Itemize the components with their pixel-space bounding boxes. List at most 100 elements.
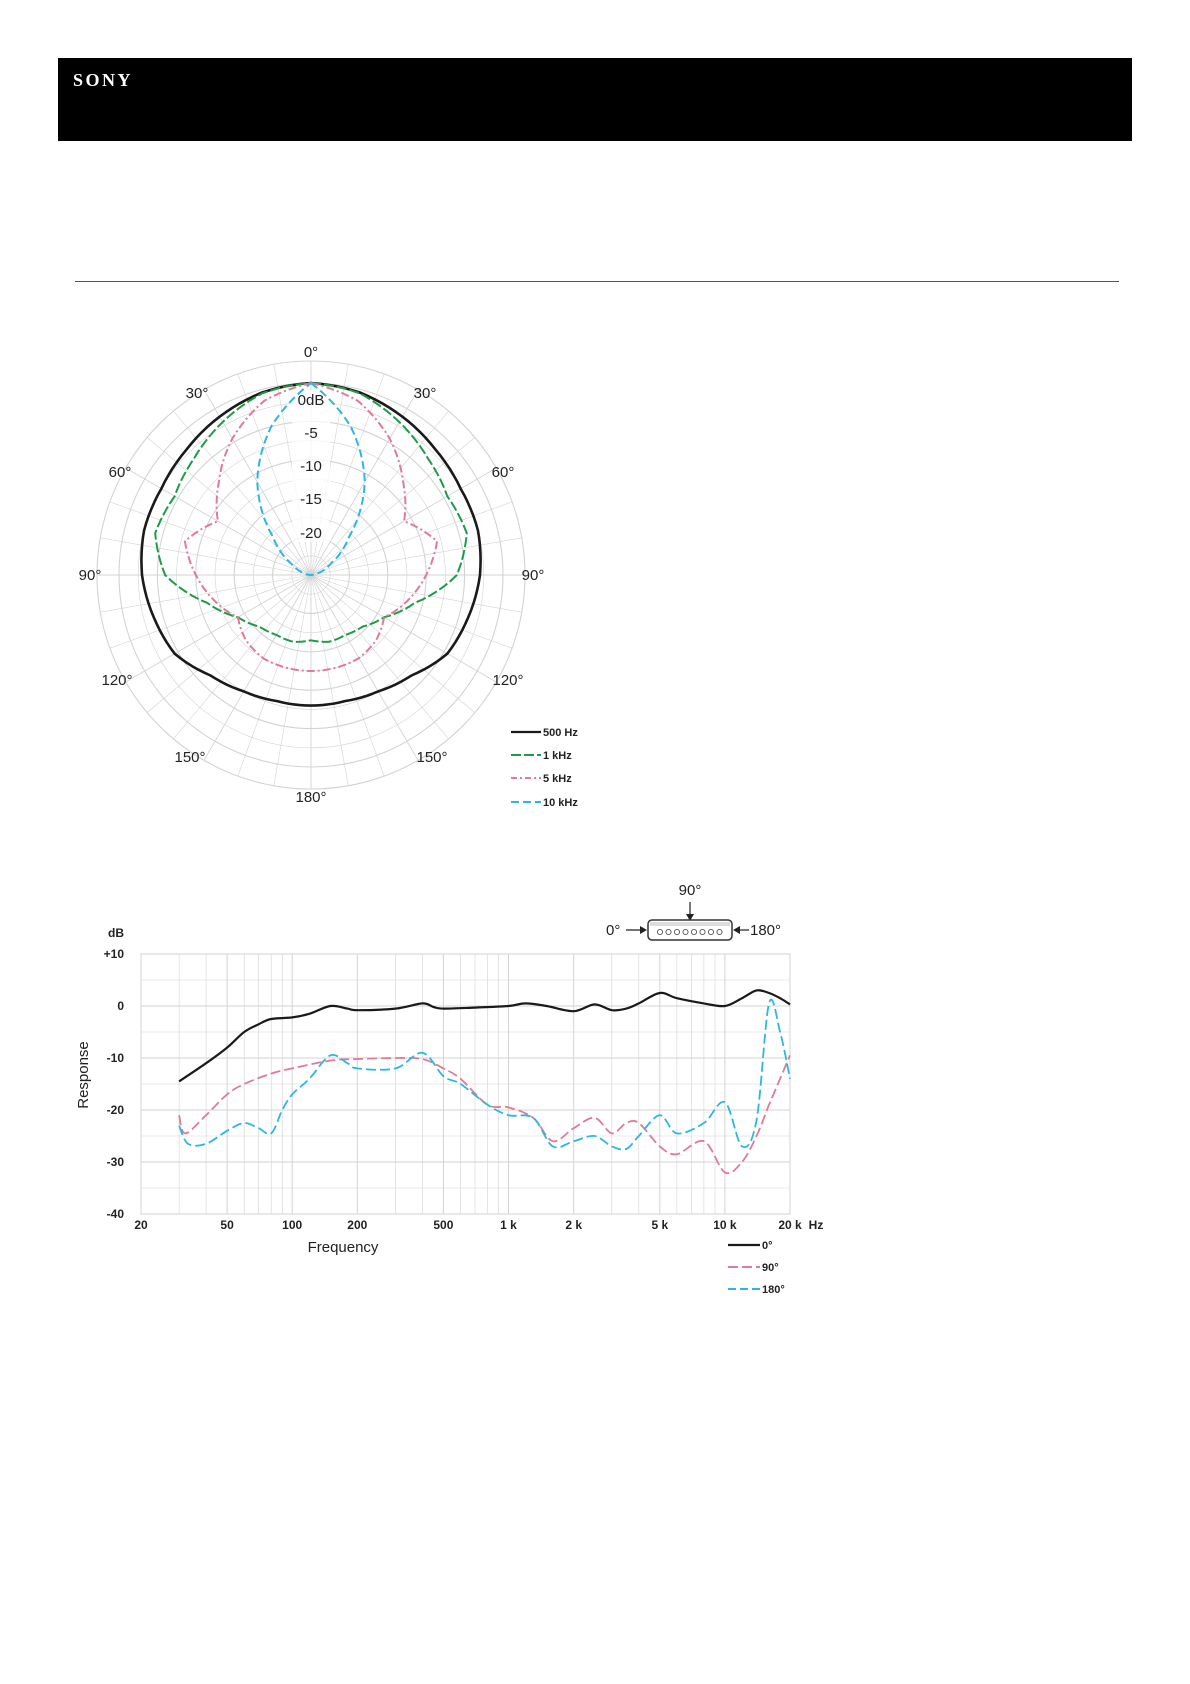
frequency-series <box>178 989 791 1175</box>
y-tick-label: -10 <box>107 1051 125 1065</box>
x-tick-label: 20 k <box>778 1218 802 1232</box>
polar-spoke <box>109 574 312 649</box>
diagram-label-0: 0° <box>606 922 620 939</box>
legend-label-180deg: 180° <box>762 1284 785 1296</box>
x-tick-label: 500 <box>433 1218 453 1232</box>
polar-spoke <box>100 537 312 576</box>
angle-label-60-left: 60° <box>109 464 132 481</box>
mic-hole <box>690 928 698 936</box>
y-tick-label: -40 <box>107 1207 125 1221</box>
radial-label-5: -5 <box>304 425 317 442</box>
polar-legend: 500 Hz 1 kHz 5 kHz 10 kHz <box>511 727 578 809</box>
polar-spoke <box>310 537 522 576</box>
polar-spoke <box>109 501 312 576</box>
polar-spoke <box>203 389 312 576</box>
legend-label-500hz: 500 Hz <box>543 727 578 739</box>
y-tick-label: -30 <box>107 1155 125 1169</box>
header-bar: SONY <box>58 58 1132 141</box>
mic-hole <box>707 928 715 936</box>
polar-series-10khz <box>256 382 366 576</box>
polar-spoke <box>310 389 419 576</box>
polar-spoke <box>125 467 312 576</box>
polar-series-1khz <box>154 382 468 643</box>
angle-label-30-right: 30° <box>414 385 437 402</box>
angle-label-180: 180° <box>295 789 326 806</box>
y-tick-labels: +10 0 -10 -20 -30 -40 <box>104 947 125 1221</box>
radial-label-0db: 0dB <box>298 392 325 409</box>
section-divider <box>75 281 1119 282</box>
polar-spoke <box>310 574 497 683</box>
mic-hole <box>665 928 672 936</box>
polar-series-500hz <box>140 381 482 707</box>
polar-pattern-chart: 0° 30° 30° 60° 60° 90° 90° 120° 120° 150… <box>79 344 579 809</box>
mic-hole <box>716 928 723 936</box>
polar-spoke <box>310 467 497 576</box>
legend-label-1khz: 1 kHz <box>543 750 572 762</box>
response-series-90deg <box>178 1055 791 1175</box>
legend-label-90deg: 90° <box>762 1262 779 1274</box>
diagram-arrowhead-90 <box>686 914 694 921</box>
legend-label-0deg: 0° <box>762 1240 773 1252</box>
polar-grid <box>96 360 526 790</box>
x-tick-label: 100 <box>282 1218 302 1232</box>
brand-logo: SONY <box>73 70 134 90</box>
angle-label-60-right: 60° <box>492 464 515 481</box>
polar-spoke <box>310 574 522 613</box>
mic-diagram: 90° 0° 180° <box>606 882 781 941</box>
polar-spoke <box>173 574 312 740</box>
mic-hole <box>656 928 664 936</box>
polar-spoke <box>310 574 385 777</box>
angle-label-150-left: 150° <box>174 749 205 766</box>
angle-label-90-left: 90° <box>79 567 102 584</box>
x-tick-label: 1 k <box>500 1218 517 1232</box>
polar-angle-labels: 0° 30° 30° 60° 60° 90° 90° 120° 120° 150… <box>79 344 545 806</box>
radial-label-backdrop <box>292 390 330 542</box>
diagram-label-90: 90° <box>679 882 702 899</box>
polar-series <box>140 381 482 707</box>
polar-spoke <box>203 574 312 761</box>
polar-spoke <box>310 574 449 740</box>
angle-label-0: 0° <box>304 344 318 361</box>
polar-spoke <box>146 437 312 576</box>
x-tick-label: 50 <box>220 1218 234 1232</box>
radial-label-20: -20 <box>300 525 322 542</box>
radial-label-10: -10 <box>300 458 322 475</box>
y-axis-title: Response <box>75 1041 92 1109</box>
polar-spoke <box>273 574 312 786</box>
x-tick-labels: 20 50 100 200 500 1 k 2 k 5 k 10 k 20 k <box>134 1218 802 1232</box>
y-tick-label: +10 <box>104 947 125 961</box>
x-tick-label: 5 k <box>651 1218 668 1232</box>
diagram-label-180: 180° <box>750 922 781 939</box>
legend-label-5khz: 5 kHz <box>543 773 572 785</box>
y-tick-label: 0 <box>117 999 124 1013</box>
response-series-180deg <box>178 998 791 1151</box>
angle-label-120-right: 120° <box>492 672 523 689</box>
polar-spoke <box>310 437 476 576</box>
radial-label-15: -15 <box>300 491 322 508</box>
x-tick-label: 2 k <box>565 1218 582 1232</box>
polar-spoke <box>100 574 312 613</box>
y-tick-label: -20 <box>107 1103 125 1117</box>
legend-label-10khz: 10 kHz <box>543 797 578 809</box>
polar-spoke <box>310 501 513 576</box>
y-unit-label: dB <box>108 926 124 940</box>
x-unit-label: Hz <box>809 1218 824 1232</box>
polar-spoke <box>146 574 312 713</box>
polar-radial-labels: 0dB -5 -10 -15 -20 <box>298 392 325 542</box>
diagram-arrowhead-180 <box>733 926 740 934</box>
polar-spoke <box>310 574 419 761</box>
polar-spoke <box>310 574 349 786</box>
polar-spoke <box>310 574 513 649</box>
x-tick-label: 20 <box>134 1218 148 1232</box>
mic-body-shadow <box>650 922 730 926</box>
diagram-arrowhead-0 <box>640 926 647 934</box>
response-series-0deg <box>178 989 791 1083</box>
mic-hole <box>682 928 689 936</box>
angle-label-30-left: 30° <box>186 385 209 402</box>
polar-spoke <box>125 574 312 683</box>
mic-holes <box>656 928 723 936</box>
angle-label-150-right: 150° <box>416 749 447 766</box>
polar-spoke <box>310 574 476 713</box>
x-tick-label: 10 k <box>713 1218 737 1232</box>
